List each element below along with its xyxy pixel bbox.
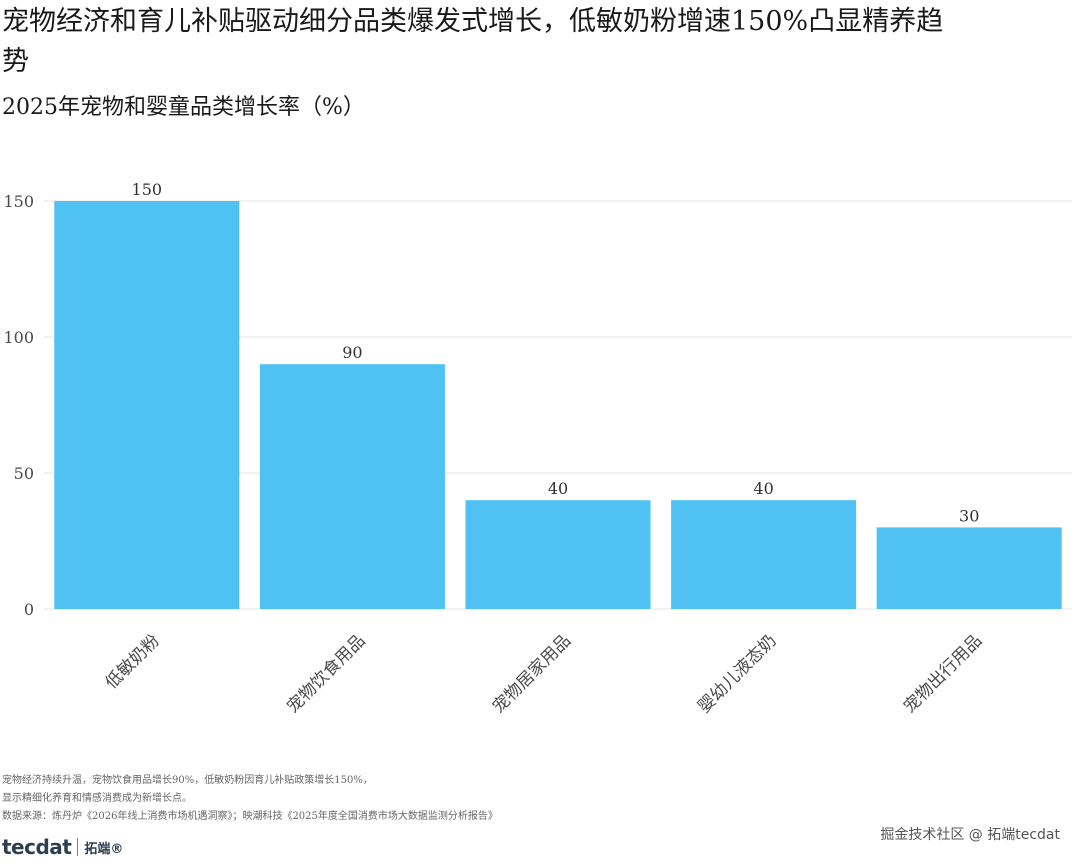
bar-5 xyxy=(876,527,1062,609)
y-tick-label: 100 xyxy=(3,328,34,347)
y-tick-label: 150 xyxy=(3,192,34,211)
y-tick-label: 0 xyxy=(24,600,34,619)
footnote-line-2: 显示精细化养育和情感消费成为新增长点。 xyxy=(2,793,192,804)
y-axis-ticks: 0 50 100 150 xyxy=(3,192,34,619)
data-label: 40 xyxy=(548,479,568,498)
x-axis-ticks: 低敏奶粉 宠物饮食用品 宠物居家用品 婴幼儿液态奶 宠物出行用品 xyxy=(102,631,987,717)
x-tick-label: 宠物饮食用品 xyxy=(283,631,369,717)
logo-text: 拓端® xyxy=(84,841,124,857)
logo-mark: tecdat xyxy=(2,835,72,859)
data-label: 40 xyxy=(753,479,773,498)
x-tick-label: 宠物出行用品 xyxy=(900,631,986,717)
data-labels: 150 90 40 40 30 xyxy=(132,180,980,525)
data-label: 30 xyxy=(959,506,979,525)
bar-4 xyxy=(671,500,857,609)
x-tick-label: 婴幼儿液态奶 xyxy=(694,631,780,717)
watermark: 掘金技术社区 @ 拓端tecdat xyxy=(880,827,1060,843)
y-tick-label: 50 xyxy=(14,464,34,483)
data-label: 90 xyxy=(342,343,362,362)
chart-title: 宠物经济和育儿补贴驱动细分品类爆发式增长，低敏奶粉增速150%凸显精养趋势 xyxy=(2,6,944,77)
bars xyxy=(54,201,1062,609)
bar-3 xyxy=(465,500,651,609)
bar-2 xyxy=(259,364,445,609)
x-tick-label: 低敏奶粉 xyxy=(102,631,164,693)
bar-chart: 0 50 100 150 150 90 40 40 30 低敏奶粉 宠物饮食用品 宠物居家用品 婴幼… xyxy=(3,180,1072,717)
logo-divider xyxy=(77,838,79,856)
brand-logo: tecdat 拓端® xyxy=(2,833,123,861)
footnote-line-1: 宠物经济持续升温，宠物饮食用品增长90%，低敏奶粉因育儿补贴政策增长150%， xyxy=(2,775,373,786)
data-label: 150 xyxy=(132,180,163,199)
bar-1 xyxy=(54,201,240,609)
chart-subtitle: 2025年宠物和婴童品类增长率（%） xyxy=(2,95,365,120)
data-source: 数据来源：炼丹炉《2026年线上消费市场机遇洞察》；映潮科技《2025年度全国消… xyxy=(2,811,498,822)
x-tick-label: 宠物居家用品 xyxy=(489,631,575,717)
